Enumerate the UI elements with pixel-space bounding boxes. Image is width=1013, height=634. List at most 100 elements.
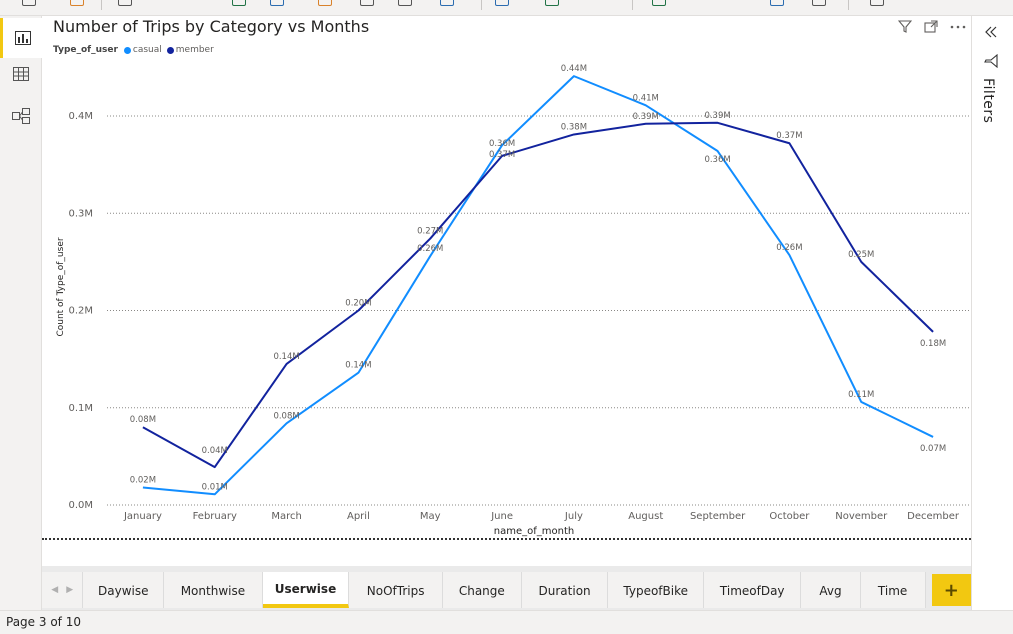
data-label-member: 0.08M (130, 415, 156, 425)
data-label-member: 0.18M (920, 339, 946, 349)
data-label-casual: 0.11M (848, 390, 874, 400)
data-label-casual: 0.26M (417, 244, 443, 254)
tab-daywise[interactable]: Daywise (83, 572, 165, 608)
line-chart-svg: 0.0M 0.1M 0.2M 0.3M 0.4M January February Marc… (56, 64, 969, 537)
y-tick-label: 0.4M (68, 111, 93, 122)
data-label-member: 0.36M (489, 139, 515, 149)
tab-typeofbike[interactable]: TypeofBike (608, 572, 704, 608)
data-label-member: 0.27M (417, 227, 443, 237)
chart-title: Number of Trips by Category vs Months (53, 17, 370, 36)
data-label-member: 0.39M (704, 111, 730, 121)
data-label-casual: 0.36M (704, 155, 730, 165)
tab-time[interactable]: Time (860, 572, 926, 608)
x-tick-label: June (490, 511, 513, 522)
x-tick-label: January (123, 511, 162, 522)
data-label-member: 0.38M (561, 122, 587, 132)
y-tick-label: 0.0M (68, 500, 93, 511)
legend-item-casual[interactable]: casual (123, 45, 162, 55)
filters-pane[interactable]: Filters (971, 16, 1013, 610)
data-label-casual: 0.41M (633, 93, 659, 103)
filter-icon[interactable] (898, 20, 912, 33)
tab-duration[interactable]: Duration (521, 572, 609, 608)
data-label-member: 0.04M (202, 446, 228, 456)
tab-scroll-controls: ◀ ▶ (42, 572, 84, 608)
tab-userwise[interactable]: Userwise (262, 572, 350, 608)
tab-timeofday[interactable]: TimeofDay (703, 572, 802, 608)
model-view-button[interactable] (0, 96, 42, 136)
ribbon-icon[interactable] (70, 0, 84, 6)
y-tick-label: 0.1M (68, 403, 93, 414)
ribbon-icon[interactable] (770, 0, 784, 6)
ribbon-icon[interactable] (118, 0, 132, 6)
x-tick-label: September (690, 511, 746, 522)
legend-label-member: member (175, 45, 214, 55)
ribbon-icon[interactable] (398, 0, 412, 6)
x-tick-label: December (907, 511, 960, 522)
tab-scroll-left-icon[interactable]: ◀ (51, 585, 59, 595)
series-line-casual[interactable] (142, 75, 934, 496)
legend-item-member[interactable]: member (166, 45, 214, 55)
refresh-icon[interactable] (545, 0, 559, 6)
excel-icon[interactable] (232, 0, 246, 6)
bar-chart-icon (14, 31, 31, 45)
x-axis-label: name_of_month (494, 526, 574, 537)
legend-dot-member (166, 46, 174, 54)
ribbon-icon[interactable] (652, 0, 666, 6)
x-tick-label: July (564, 511, 583, 522)
left-navigation (0, 16, 42, 610)
status-bar: Page 3 of 10 (0, 610, 1013, 634)
legend-dot-casual (123, 46, 131, 54)
visual-border-dotted (42, 538, 971, 540)
data-label-casual: 0.44M (561, 64, 587, 74)
legend-label-casual: casual (132, 45, 162, 55)
tab-monthwise[interactable]: Monthwise (164, 572, 263, 608)
report-canvas: Number of Trips by Category vs Months Ty… (42, 16, 972, 566)
ribbon-icon[interactable] (440, 0, 454, 6)
ribbon-icon[interactable] (360, 0, 374, 6)
x-tick-label: February (193, 511, 237, 522)
ribbon-separator (632, 0, 633, 10)
ribbon-icon[interactable] (812, 0, 826, 6)
table-icon (13, 67, 29, 81)
visual-header (898, 20, 966, 33)
series-line-member[interactable] (142, 121, 934, 469)
data-label-member: 0.25M (848, 250, 874, 260)
ribbon-icon[interactable] (270, 0, 284, 6)
data-label-casual: 0.07M (920, 444, 946, 454)
x-tick-label: November (835, 511, 888, 522)
y-tick-label: 0.3M (68, 208, 93, 219)
y-tick-label: 0.2M (68, 306, 93, 317)
x-tick-label: October (769, 511, 810, 522)
data-label-member: 0.14M (273, 352, 299, 362)
tab-noofrips[interactable]: NoOfTrips (349, 572, 443, 608)
chart-legend: Type_of_user casual member (53, 45, 219, 55)
x-tick-label: April (347, 511, 370, 522)
focus-mode-icon[interactable] (924, 20, 938, 33)
collapse-chevron-icon[interactable] (984, 26, 998, 38)
model-icon (12, 108, 30, 124)
tab-avg[interactable]: Avg (801, 572, 861, 608)
data-label-casual: 0.01M (202, 482, 228, 492)
data-label-casual: 0.02M (130, 475, 156, 485)
add-page-button[interactable]: + (931, 574, 971, 606)
ribbon-icon[interactable] (495, 0, 509, 6)
ribbon-icon[interactable] (870, 0, 884, 6)
tab-change[interactable]: Change (442, 572, 522, 608)
tab-scroll-right-icon[interactable]: ▶ (66, 585, 74, 595)
ribbon-separator (848, 0, 849, 10)
report-view-button[interactable] (0, 18, 42, 58)
data-label-casual: 0.08M (273, 411, 299, 421)
data-label-casual: 0.26M (776, 243, 802, 253)
ribbon-icon[interactable] (22, 0, 36, 6)
ribbon-toolbar (0, 0, 1013, 16)
ribbon-icon[interactable] (318, 0, 332, 6)
more-options-icon[interactable] (950, 24, 966, 30)
data-label-member: 0.20M (345, 299, 371, 309)
page-tabs-bar: ◀ ▶ Daywise Monthwise Userwise NoOfTrips… (42, 572, 971, 608)
data-view-button[interactable] (0, 54, 42, 94)
y-axis-label: Count of Type_of_user (56, 237, 66, 336)
line-chart-visual[interactable]: Number of Trips by Category vs Months Ty… (47, 16, 972, 541)
legend-title: Type_of_user (53, 45, 118, 55)
data-label-casual: 0.14M (345, 361, 371, 371)
